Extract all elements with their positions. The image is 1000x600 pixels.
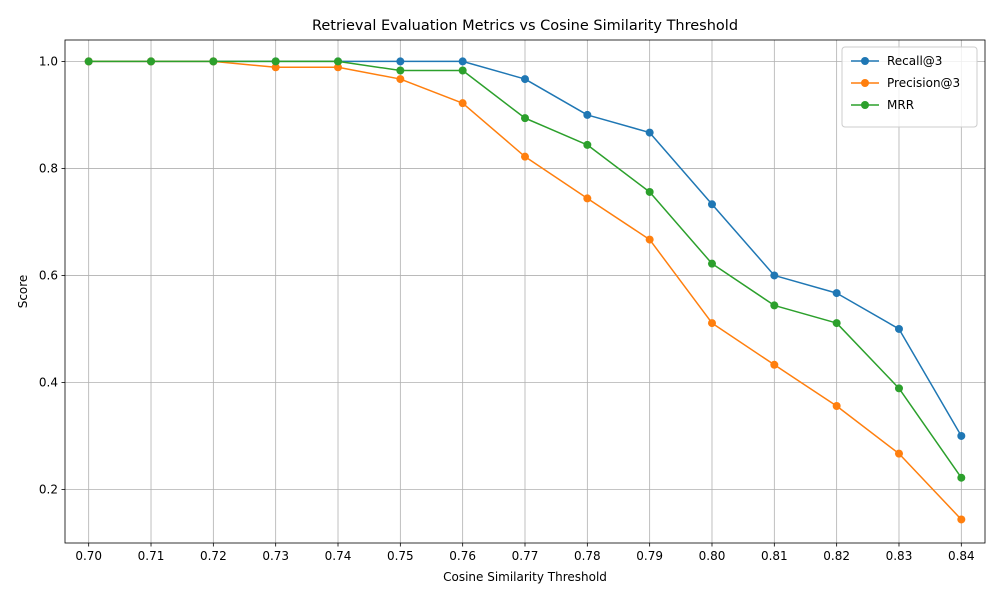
x-tick-label: 0.82 — [823, 549, 850, 563]
data-point — [707, 319, 716, 328]
data-point — [521, 114, 529, 123]
y-tick-label: 0.6 — [39, 268, 58, 282]
x-tick-label: 0.73 — [262, 549, 289, 563]
data-point — [957, 515, 966, 524]
x-tick-label: 0.75 — [387, 549, 414, 563]
x-tick-label: 0.70 — [75, 549, 102, 563]
legend-label: Recall@3 — [887, 54, 942, 68]
data-point — [458, 66, 467, 75]
legend-label: MRR — [887, 98, 914, 112]
grid — [65, 40, 985, 543]
y-axis-label: Score — [16, 275, 30, 309]
data-point — [894, 449, 903, 458]
data-point — [334, 57, 343, 66]
axis-ticks: 0.70 0.71 0.72 0.73 0.74 0.75 0.76 0.77 0.78 0.79… — [39, 54, 975, 563]
y-tick-label: 1.0 — [39, 54, 58, 68]
data-point — [583, 194, 592, 203]
data-point — [832, 289, 841, 298]
data-point — [645, 128, 654, 137]
data-point — [396, 66, 405, 75]
data-point — [521, 75, 529, 84]
data-point — [583, 140, 592, 149]
data-point — [334, 63, 343, 72]
data-point — [209, 57, 218, 66]
data-point — [832, 402, 841, 411]
data-point — [396, 57, 405, 66]
data-point — [458, 57, 467, 66]
y-tick-label: 0.4 — [39, 375, 58, 389]
x-tick-label: 0.77 — [512, 549, 539, 563]
legend-box — [841, 46, 978, 128]
x-tick-label: 0.83 — [886, 549, 913, 563]
x-tick-label: 0.81 — [761, 549, 788, 563]
data-point — [894, 324, 903, 333]
x-tick-label: 0.79 — [636, 549, 663, 563]
data-point — [770, 301, 779, 310]
x-tick-label: 0.71 — [138, 549, 165, 563]
x-tick-label: 0.80 — [699, 549, 726, 563]
x-tick-label: 0.76 — [449, 549, 476, 563]
data-point — [770, 360, 779, 369]
legend-label: Precision@3 — [887, 76, 960, 90]
legend-marker — [861, 101, 869, 109]
data-point — [957, 473, 966, 482]
x-tick-label: 0.84 — [948, 549, 975, 563]
series-mrr — [84, 57, 966, 482]
data-point — [894, 384, 903, 393]
data-point — [583, 110, 592, 119]
y-tick-label: 0.8 — [39, 161, 58, 175]
data-point — [147, 57, 156, 66]
x-tick-label: 0.78 — [574, 549, 601, 563]
chart-title: Retrieval Evaluation Metrics vs Cosine S… — [312, 18, 738, 34]
x-axis-label: Cosine Similarity Threshold — [443, 570, 607, 584]
data-point — [271, 63, 280, 72]
x-tick-label: 0.72 — [200, 549, 227, 563]
data-point — [707, 259, 716, 268]
data-point — [458, 99, 467, 108]
data-point — [645, 187, 654, 196]
data-point — [645, 235, 654, 244]
data-point — [521, 152, 529, 161]
data-point — [396, 75, 405, 84]
data-point — [957, 431, 966, 440]
data-point — [84, 57, 93, 66]
data-point — [832, 319, 841, 328]
legend: Recall@3 Precision@3 MRR — [841, 46, 978, 128]
data-point — [770, 271, 779, 280]
y-tick-label: 0.2 — [39, 482, 58, 496]
x-tick-label: 0.74 — [325, 549, 352, 563]
series-lines — [84, 57, 966, 524]
data-point — [271, 57, 280, 66]
legend-marker — [861, 57, 869, 65]
legend-marker — [861, 79, 869, 87]
data-point — [707, 200, 716, 209]
